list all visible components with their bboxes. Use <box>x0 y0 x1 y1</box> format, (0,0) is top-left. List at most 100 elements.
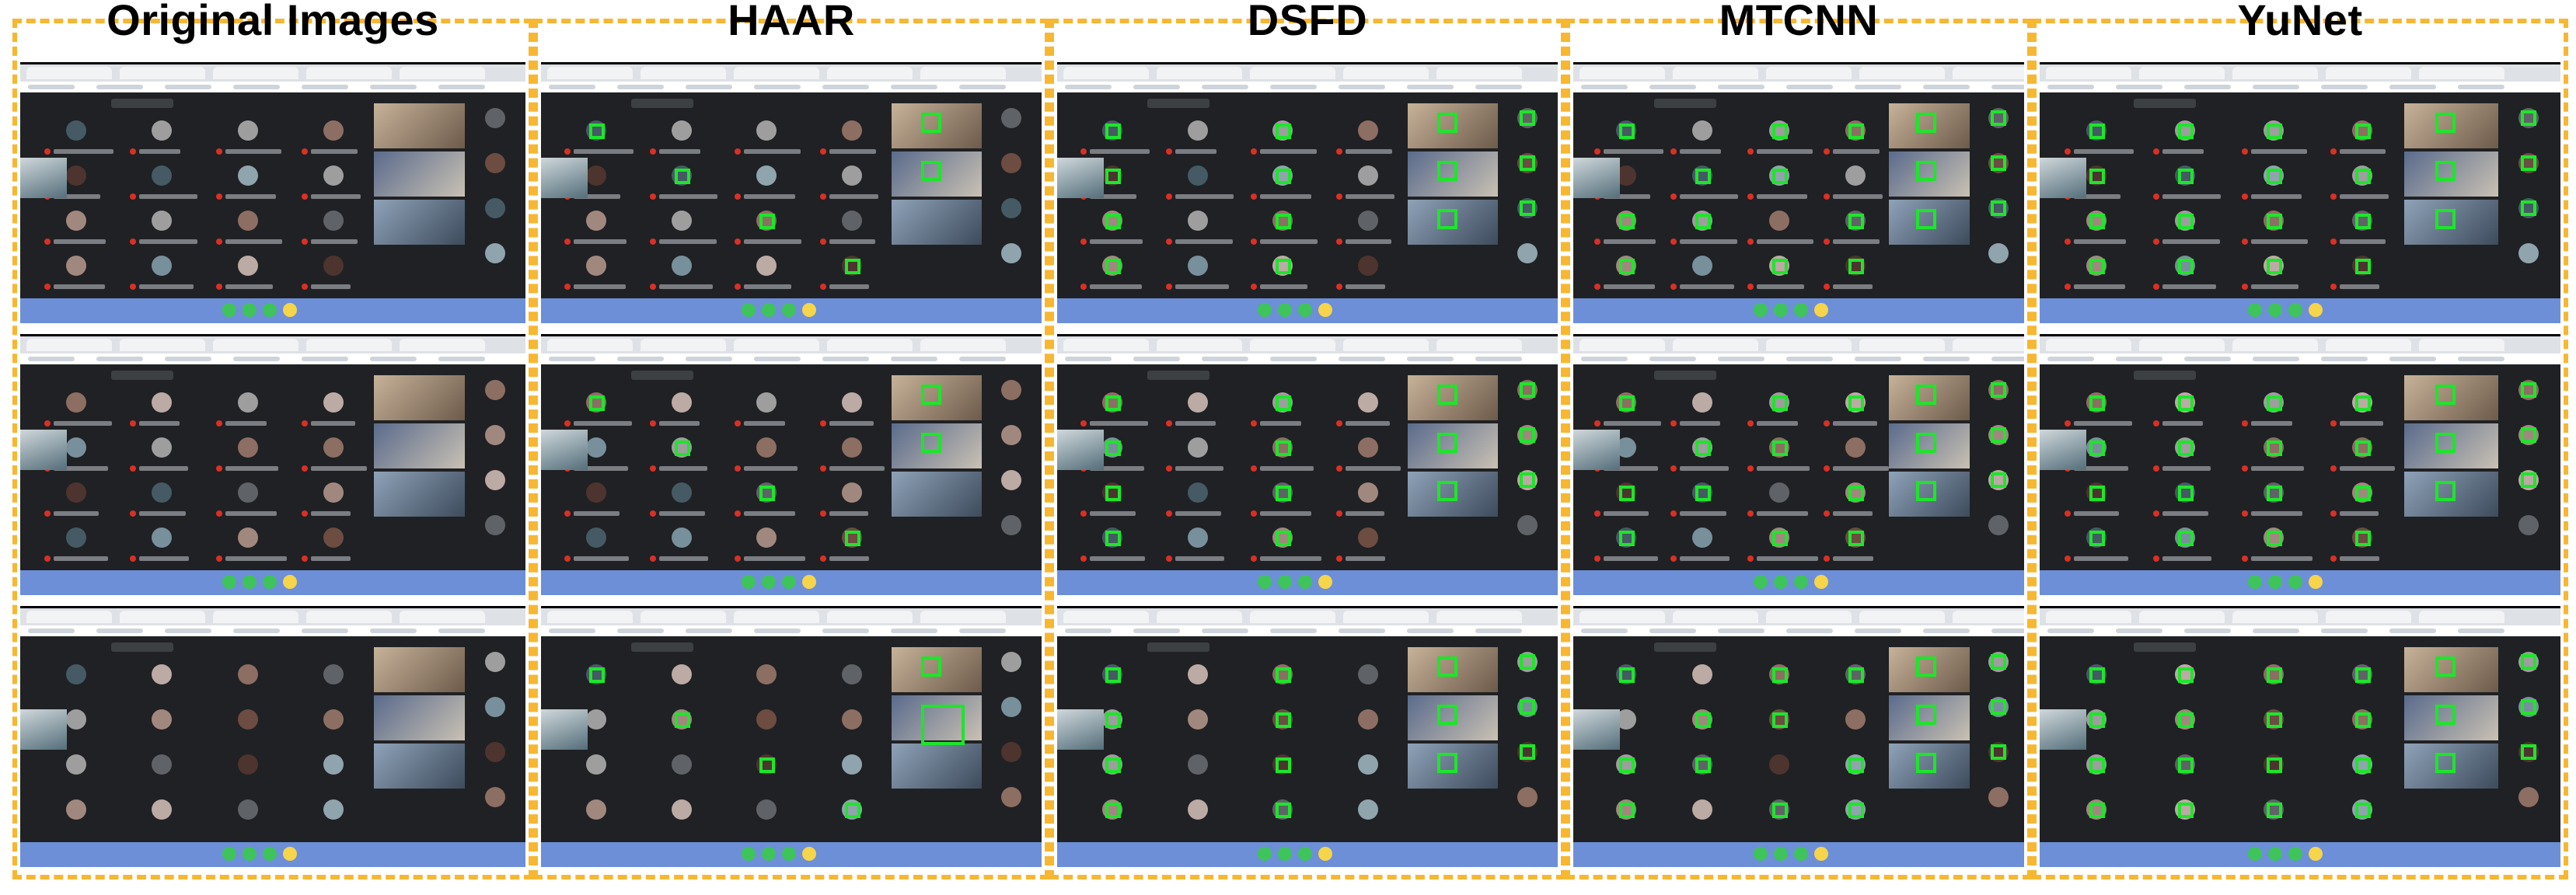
face-detection-box <box>2266 486 2282 501</box>
participant-avatar <box>152 664 173 684</box>
participant-avatar <box>1187 165 1208 186</box>
participant-avatar <box>1768 482 1789 503</box>
face-detection-box <box>1990 155 2006 171</box>
participant-badge <box>1080 420 1087 427</box>
participant-badge <box>1593 148 1600 155</box>
participant-avatar <box>1187 482 1208 503</box>
participant-name <box>574 556 629 561</box>
participant-video <box>891 423 982 468</box>
participant-name <box>311 511 351 516</box>
face-detection-box <box>1771 803 1788 818</box>
participant-badge <box>1335 148 1342 155</box>
participant-avatar <box>485 380 505 400</box>
participant-avatar <box>485 787 505 807</box>
participant-badge <box>1251 284 1258 290</box>
browser-tab-strip <box>541 608 1042 625</box>
participant-name <box>744 284 792 289</box>
participant-avatar <box>756 256 777 276</box>
browser-tab <box>547 611 633 623</box>
participant-badge <box>1824 465 1831 472</box>
participant-name <box>139 149 181 154</box>
browser-tab <box>1579 339 1665 351</box>
participant-video <box>374 200 465 245</box>
face-detection-box <box>1915 753 1936 773</box>
participant-video <box>2404 744 2498 789</box>
participant-video <box>541 709 588 750</box>
participant-badge <box>1747 465 1754 472</box>
meeting-control-button <box>1297 575 1312 589</box>
face-detection-box <box>1848 214 1865 229</box>
meeting-control-button <box>761 575 776 589</box>
participant-name <box>2339 149 2386 154</box>
participant-name <box>2162 239 2221 244</box>
meeting-screenshot <box>1057 62 1558 323</box>
face-detection-box <box>759 757 776 773</box>
face-detection-box <box>1990 427 2006 443</box>
participant-badge <box>130 510 137 517</box>
participant-badge <box>2241 555 2248 562</box>
figure-column-haar <box>533 19 1049 879</box>
meeting-control-button <box>2268 575 2282 589</box>
participant-avatar <box>1357 165 1378 186</box>
meeting-screenshot <box>541 606 1042 867</box>
participant-badge <box>1165 193 1172 200</box>
participant-name <box>225 511 277 516</box>
participant-name <box>2073 284 2126 289</box>
face-detection-box <box>1848 667 1865 683</box>
participant-badge <box>1824 239 1831 245</box>
meeting-control-button <box>801 847 816 861</box>
face-detection-box <box>2354 712 2371 728</box>
meeting-label <box>1147 371 1209 380</box>
participant-video <box>1889 375 1970 420</box>
participant-avatar <box>65 437 86 458</box>
meeting-control-button <box>781 303 796 317</box>
participant-name <box>1833 239 1880 244</box>
participant-badge <box>2064 148 2071 155</box>
participant-name <box>1090 421 1149 426</box>
participant-video <box>374 695 465 740</box>
browser-tab <box>1953 67 2024 79</box>
face-detection-box <box>2266 259 2282 274</box>
face-detection-box <box>759 214 776 229</box>
face-detection-box <box>2435 753 2456 773</box>
participant-name <box>2162 511 2209 516</box>
meeting-control-button <box>1257 303 1272 317</box>
participant-avatar <box>152 165 173 186</box>
participant-badge <box>649 420 656 427</box>
participant-avatar <box>1692 256 1713 276</box>
bookmarks-bar <box>1057 82 1558 92</box>
column-title: Original Images <box>106 0 439 44</box>
face-detection-box <box>1848 803 1865 818</box>
participant-name <box>829 149 876 154</box>
face-detection-box <box>1990 744 2006 760</box>
participant-video <box>891 695 982 740</box>
participant-badge <box>1824 555 1831 562</box>
face-detection-box <box>844 259 860 274</box>
participant-video <box>1573 158 1620 198</box>
meeting-screenshot <box>1573 62 2024 323</box>
face-detection-box <box>1520 699 1536 715</box>
participant-avatar <box>1517 515 1538 535</box>
browser-tab <box>1673 611 1758 623</box>
participant-video <box>374 151 465 197</box>
bookmarks-bar <box>20 82 525 92</box>
face-detection-box <box>2089 712 2105 728</box>
participant-name <box>574 466 629 471</box>
face-detection-box <box>1848 259 1865 274</box>
participant-name <box>744 239 801 244</box>
meeting-control-button <box>222 575 236 589</box>
participant-avatar <box>485 470 505 490</box>
face-detection-box <box>1695 486 1712 501</box>
participant-badge <box>1824 193 1831 200</box>
participant-name <box>2162 284 2217 289</box>
face-detection-box <box>2089 395 2105 411</box>
participant-name <box>53 149 113 154</box>
face-detection-box <box>1437 161 1458 181</box>
participant-avatar <box>323 437 344 458</box>
participant-avatar <box>1187 437 1208 458</box>
participant-name <box>1603 511 1649 516</box>
face-detection-box <box>1276 712 1292 728</box>
face-detection-box <box>1915 113 1936 133</box>
participant-name <box>658 284 714 289</box>
browser-tab <box>1436 339 1522 351</box>
